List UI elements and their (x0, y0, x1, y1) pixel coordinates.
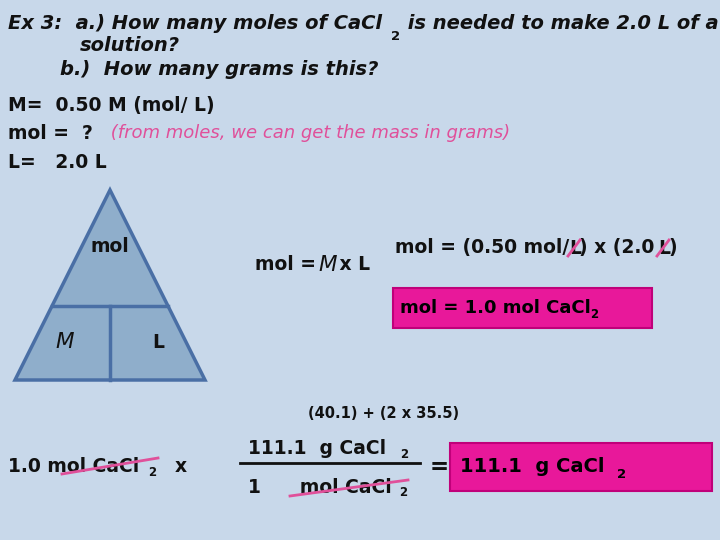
Text: L: L (152, 333, 164, 352)
Text: 2: 2 (148, 465, 156, 478)
Text: L: L (569, 239, 581, 258)
Text: (40.1) + (2 x 35.5): (40.1) + (2 x 35.5) (308, 406, 459, 421)
Text: 111.1  g CaCl: 111.1 g CaCl (460, 457, 605, 476)
Text: 1      mol CaCl: 1 mol CaCl (248, 478, 392, 497)
FancyBboxPatch shape (450, 443, 712, 491)
Text: b.)  How many grams is this?: b.) How many grams is this? (60, 60, 379, 79)
Text: (from moles, we can get the mass in grams): (from moles, we can get the mass in gram… (105, 124, 510, 142)
Polygon shape (15, 190, 205, 380)
Text: 111.1  g CaCl: 111.1 g CaCl (248, 438, 386, 457)
Text: $M$: $M$ (318, 255, 338, 275)
Text: is needed to make 2.0 L of a 0.50 M: is needed to make 2.0 L of a 0.50 M (401, 14, 720, 33)
Text: mol =: mol = (255, 255, 323, 274)
Text: =: = (430, 455, 449, 477)
Text: mol: mol (91, 237, 130, 255)
Text: 2: 2 (391, 30, 400, 43)
Text: 2: 2 (400, 448, 408, 461)
Text: solution?: solution? (80, 36, 180, 55)
Text: x: x (162, 456, 187, 476)
Text: Ex 3:  a.) How many moles of CaCl: Ex 3: a.) How many moles of CaCl (8, 14, 382, 33)
Text: 1.0 mol CaCl: 1.0 mol CaCl (8, 456, 139, 476)
Text: 2: 2 (617, 468, 626, 481)
Text: L: L (658, 239, 670, 258)
Text: x L: x L (333, 255, 370, 274)
Text: $M$: $M$ (55, 332, 75, 352)
Text: mol = 1.0 mol CaCl: mol = 1.0 mol CaCl (400, 299, 590, 317)
Text: 2: 2 (590, 307, 598, 321)
Text: ) x (2.0: ) x (2.0 (579, 239, 661, 258)
Text: mol = (0.50 mol/: mol = (0.50 mol/ (395, 239, 570, 258)
Text: L=   2.0 L: L= 2.0 L (8, 153, 107, 172)
Text: ): ) (668, 239, 677, 258)
FancyBboxPatch shape (393, 288, 652, 328)
Text: M=  0.50 M (mol/ L): M= 0.50 M (mol/ L) (8, 96, 215, 115)
Text: mol =  ?: mol = ? (8, 124, 93, 143)
Text: 2: 2 (399, 486, 407, 499)
